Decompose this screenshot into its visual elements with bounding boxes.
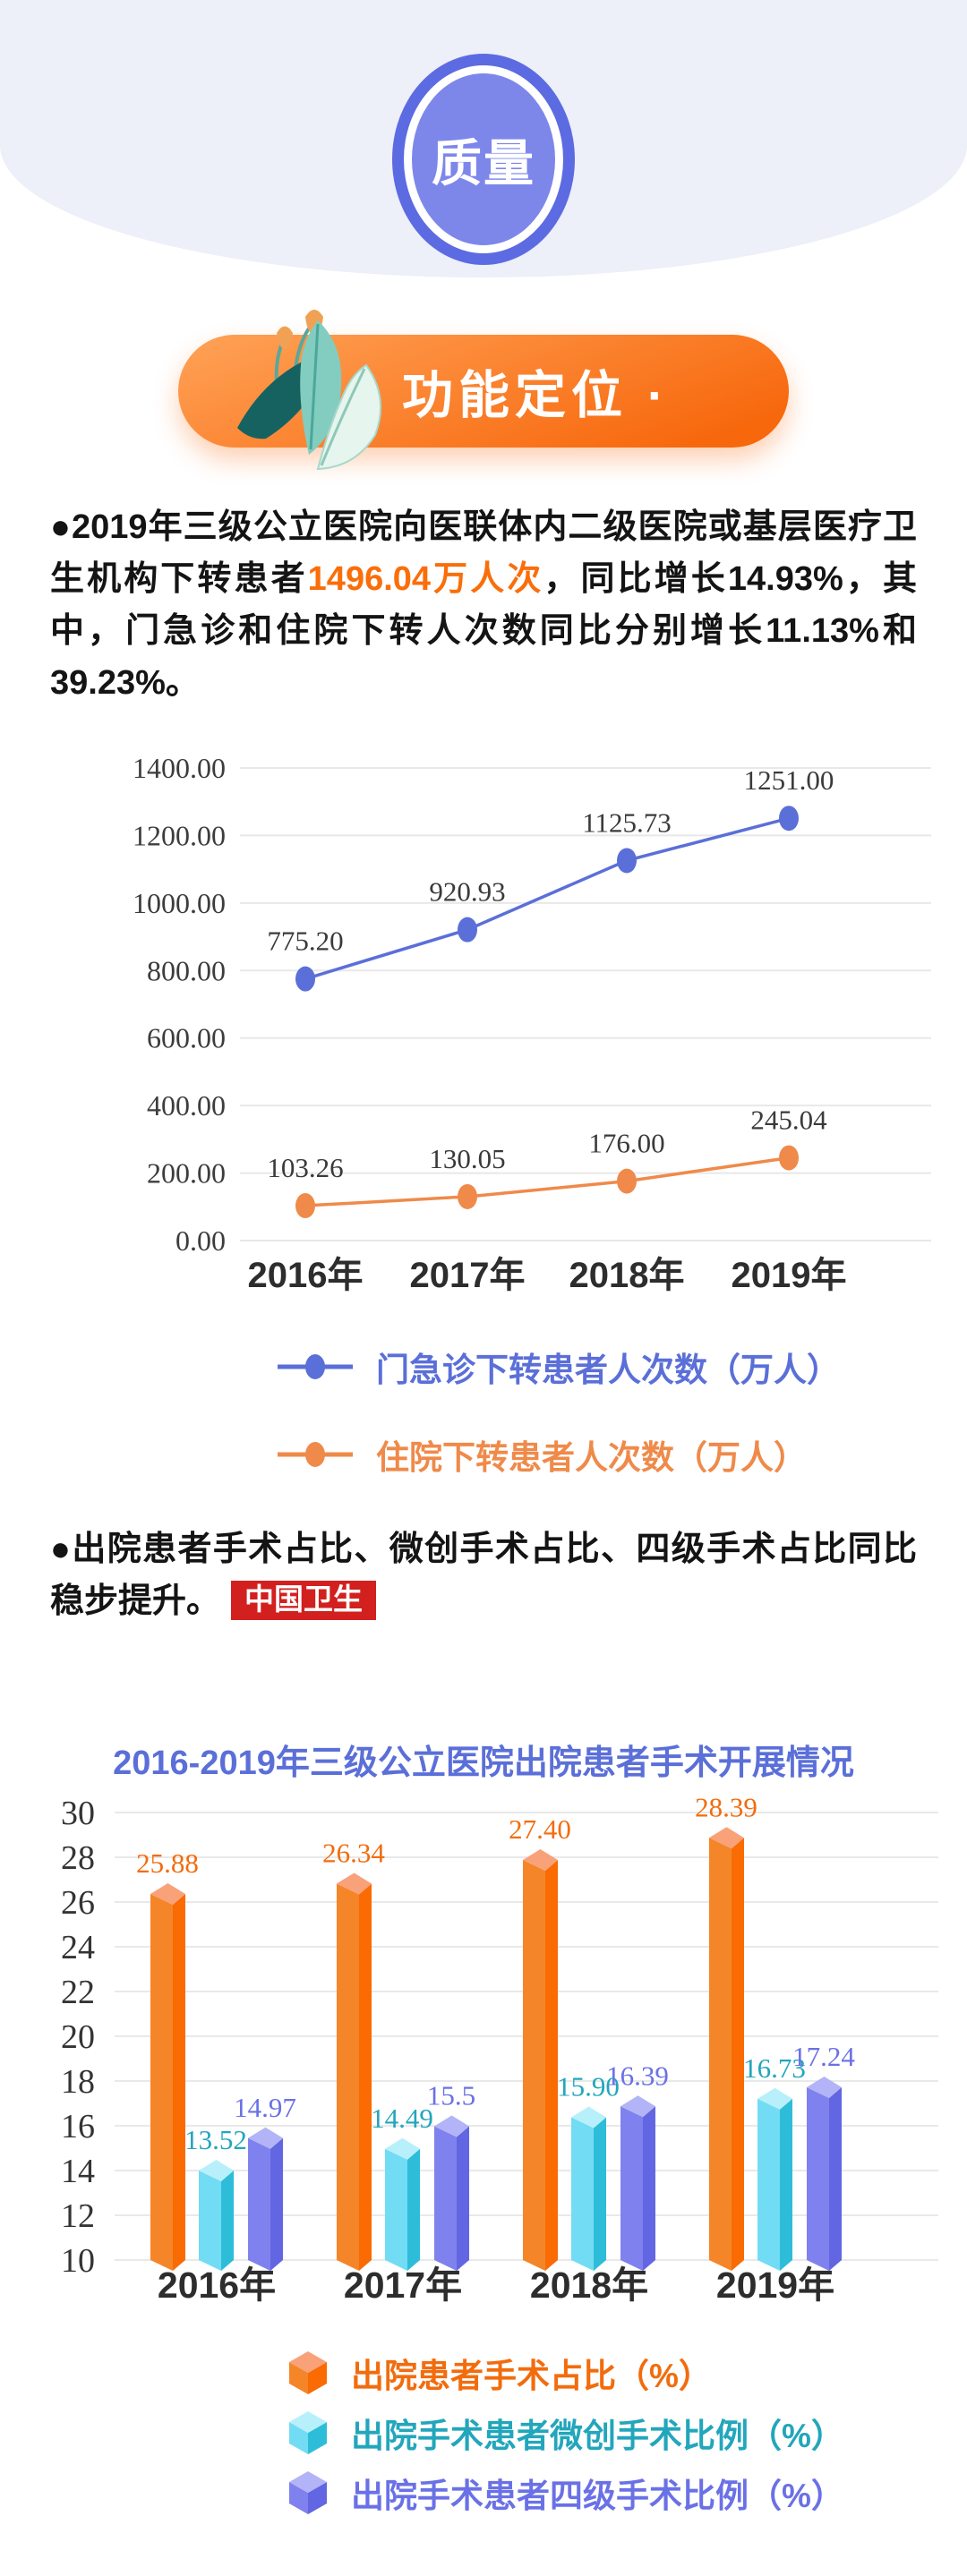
svg-text:920.93: 920.93 bbox=[429, 876, 505, 908]
svg-text:0.00: 0.00 bbox=[175, 1224, 226, 1257]
svg-text:800.00: 800.00 bbox=[147, 954, 226, 986]
legend-item-inpatient-transfer: 住院下转患者人次数（万人） bbox=[278, 1430, 840, 1479]
paragraph-transfer-stats: ●2019年三级公立医院向医联体内二级医院或基层医疗卫生机构下转患者1496.0… bbox=[50, 501, 917, 709]
legend-label: 住院下转患者人次数（万人） bbox=[376, 1439, 807, 1476]
svg-text:2018年: 2018年 bbox=[530, 2265, 648, 2306]
leaf-decoration-icon bbox=[237, 310, 382, 471]
svg-text:176.00: 176.00 bbox=[588, 1128, 664, 1159]
paragraph2-text: ●出院患者手术占比、微创手术占比、四级手术占比同比稳步提升。 bbox=[50, 1531, 917, 1620]
orange-cube-marker-icon bbox=[288, 2350, 328, 2395]
svg-text:1125.73: 1125.73 bbox=[582, 806, 672, 838]
legend-label: 出院患者手术占比（%） bbox=[351, 2358, 712, 2394]
line-chart-legend: 门急诊下转患者人次数（万人） 住院下转患者人次数（万人） bbox=[278, 1343, 840, 1479]
svg-text:2019年: 2019年 bbox=[716, 2265, 834, 2306]
svg-text:18: 18 bbox=[61, 2063, 95, 2101]
svg-text:27.40: 27.40 bbox=[509, 1813, 571, 1845]
legend-item-surgery-ratio: 出院患者手术占比（%） bbox=[288, 2349, 844, 2397]
svg-text:12: 12 bbox=[61, 2197, 95, 2235]
paragraph1-highlight-value: 1496.04万人次 bbox=[307, 560, 544, 598]
svg-text:14.97: 14.97 bbox=[234, 2092, 296, 2123]
quality-badge-label: 质量 bbox=[432, 134, 535, 192]
svg-text:600.00: 600.00 bbox=[147, 1022, 226, 1054]
bar-chart-legend: 出院患者手术占比（%） 出院手术患者微创手术比例（%） 出院手术患者四级手术比例… bbox=[288, 2349, 844, 2517]
quality-badge-inner: 质量 bbox=[404, 65, 563, 253]
svg-text:26: 26 bbox=[61, 1884, 95, 1922]
svg-text:24: 24 bbox=[61, 1929, 95, 1966]
svg-text:400.00: 400.00 bbox=[147, 1089, 226, 1122]
svg-text:28: 28 bbox=[61, 1839, 95, 1877]
svg-text:15.5: 15.5 bbox=[427, 2080, 475, 2111]
source-badge: 中国卫生 bbox=[231, 1581, 377, 1620]
svg-text:15.90: 15.90 bbox=[557, 2071, 620, 2103]
svg-text:26.34: 26.34 bbox=[322, 1838, 385, 1869]
legend-label: 出院手术患者微创手术比例（%） bbox=[351, 2418, 844, 2454]
paragraph1-prefix: ●2019年三级公立医院向医联体内二级医院或基层医疗卫生机构下转患者 bbox=[50, 508, 917, 598]
svg-text:16.39: 16.39 bbox=[606, 2060, 669, 2091]
svg-text:13.52: 13.52 bbox=[184, 2124, 247, 2155]
svg-text:775.20: 775.20 bbox=[267, 925, 343, 957]
quality-badge: 质量 bbox=[392, 54, 575, 265]
svg-text:2016年: 2016年 bbox=[248, 1256, 364, 1295]
paragraph1-suffix: ，同比增长14.93%，其中，门急诊和住院下转人次数同比分别增长11.13%和3… bbox=[50, 560, 917, 702]
svg-text:16: 16 bbox=[61, 2108, 95, 2145]
paragraph-surgery-stats: ●出院患者手术占比、微创手术占比、四级手术占比同比稳步提升。 中国卫生 bbox=[50, 1523, 917, 1627]
svg-text:1000.00: 1000.00 bbox=[133, 887, 226, 919]
svg-text:17.24: 17.24 bbox=[792, 2041, 855, 2072]
svg-text:20: 20 bbox=[61, 2018, 95, 2056]
legend-item-level4-surgery-ratio: 出院手术患者四级手术比例（%） bbox=[288, 2469, 844, 2517]
cyan-cube-marker-icon bbox=[288, 2410, 328, 2455]
svg-text:28.39: 28.39 bbox=[695, 1795, 757, 1822]
legend-item-minimally-invasive-ratio: 出院手术患者微创手术比例（%） bbox=[288, 2409, 844, 2457]
svg-text:130.05: 130.05 bbox=[429, 1143, 505, 1174]
svg-text:1200.00: 1200.00 bbox=[133, 819, 226, 851]
svg-text:2017年: 2017年 bbox=[344, 2265, 462, 2306]
svg-text:30: 30 bbox=[61, 1795, 95, 1832]
transfer-line-chart: 0.00 200.00 400.00 600.00 800.00 1000.00 1200.… bbox=[133, 752, 931, 1295]
svg-text:245.04: 245.04 bbox=[750, 1105, 827, 1136]
svg-text:1400.00: 1400.00 bbox=[133, 752, 226, 784]
svg-text:2018年: 2018年 bbox=[569, 1256, 685, 1295]
legend-item-outpatient-transfer: 门急诊下转患者人次数（万人） bbox=[278, 1343, 840, 1391]
svg-text:1251.00: 1251.00 bbox=[744, 764, 834, 796]
svg-text:2017年: 2017年 bbox=[410, 1256, 526, 1295]
legend-label: 出院手术患者四级手术比例（%） bbox=[351, 2478, 844, 2514]
orange-line-marker-icon bbox=[278, 1440, 353, 1469]
purple-cube-marker-icon bbox=[288, 2470, 328, 2515]
svg-text:14: 14 bbox=[61, 2153, 95, 2190]
svg-text:14.49: 14.49 bbox=[371, 2103, 433, 2134]
svg-text:10: 10 bbox=[61, 2242, 95, 2280]
svg-text:200.00: 200.00 bbox=[147, 1157, 226, 1190]
svg-text:2016年: 2016年 bbox=[158, 2265, 276, 2306]
legend-label: 门急诊下转患者人次数（万人） bbox=[376, 1352, 840, 1388]
svg-text:103.26: 103.26 bbox=[267, 1152, 343, 1183]
bar-chart-title: 2016-2019年三级公立医院出院患者手术开展情况 bbox=[113, 1744, 854, 1782]
svg-text:16.73: 16.73 bbox=[743, 2052, 806, 2084]
svg-text:22: 22 bbox=[61, 1974, 95, 2011]
svg-text:25.88: 25.88 bbox=[136, 1847, 199, 1879]
section-header-pill: · 功能定位 · bbox=[178, 310, 789, 471]
section-title: · 功能定位 · bbox=[360, 367, 670, 424]
svg-text:2019年: 2019年 bbox=[732, 1256, 847, 1295]
blue-line-marker-icon bbox=[278, 1352, 353, 1381]
